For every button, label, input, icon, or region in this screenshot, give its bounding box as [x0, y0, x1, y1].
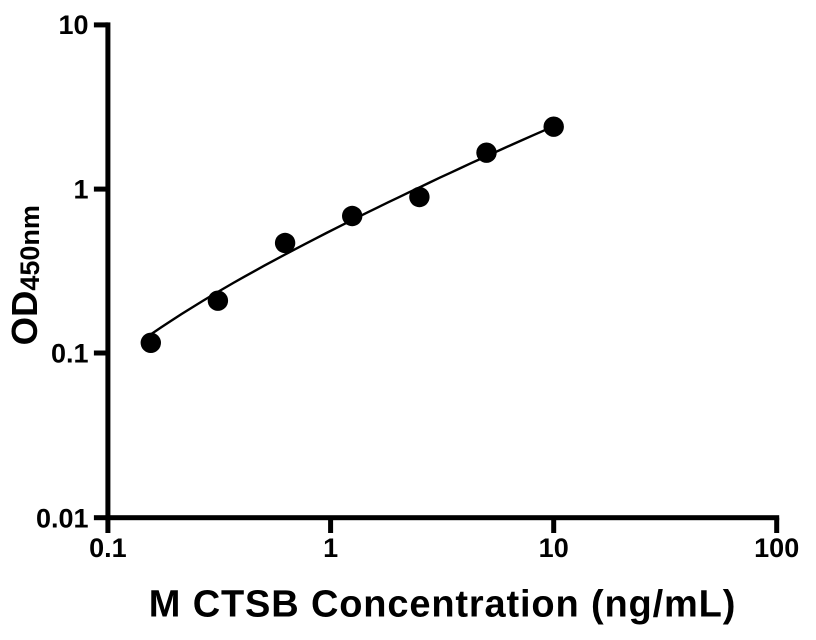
svg-text:1: 1 [323, 533, 338, 563]
svg-text:0.01: 0.01 [36, 503, 89, 533]
svg-text:1: 1 [73, 175, 88, 205]
svg-text:OD450nm: OD450nm [4, 205, 45, 345]
svg-text:10: 10 [539, 533, 569, 563]
svg-text:0.1: 0.1 [89, 533, 127, 563]
svg-text:M CTSB Concentration (ng/mL): M CTSB Concentration (ng/mL) [149, 583, 736, 625]
svg-text:10: 10 [58, 10, 88, 40]
svg-text:0.1: 0.1 [51, 339, 89, 369]
svg-text:100: 100 [754, 533, 799, 563]
